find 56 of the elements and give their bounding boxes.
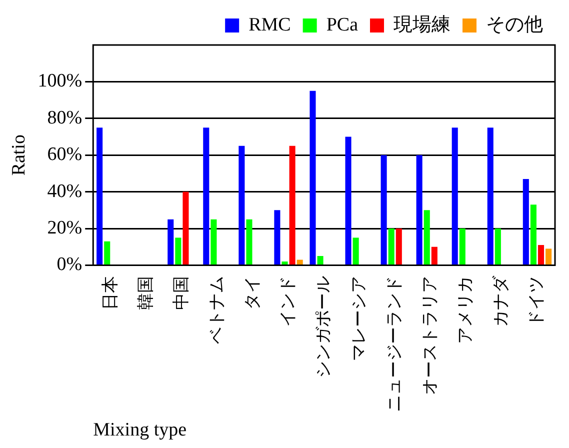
x-tick-label: ベトナム bbox=[206, 276, 226, 344]
y-tick-label: 20% bbox=[47, 217, 82, 238]
x-tick-label: ドイツ bbox=[526, 276, 546, 328]
x-tick-label: 中国 bbox=[171, 276, 190, 310]
bar bbox=[289, 146, 296, 264]
bar bbox=[459, 228, 466, 264]
x-tick-label: シンガポール bbox=[314, 276, 333, 378]
x-tick-label: オーストラリア bbox=[420, 276, 440, 396]
legend-label: その他 bbox=[486, 14, 543, 36]
x-tick-label: アメリカ bbox=[456, 276, 475, 344]
x-tick-label: 日本 bbox=[100, 276, 120, 310]
bar bbox=[494, 228, 501, 264]
bar bbox=[431, 246, 438, 264]
y-tick-label: 100% bbox=[38, 70, 82, 92]
bar bbox=[238, 146, 245, 264]
bar bbox=[416, 155, 422, 264]
y-tick-label: 80% bbox=[47, 107, 82, 128]
bar bbox=[352, 238, 359, 264]
x-tick-label: ニュージーランド bbox=[384, 276, 404, 412]
bar bbox=[452, 128, 458, 264]
y-axis-title: Ratio bbox=[8, 134, 30, 176]
x-tick-label: マレーシア bbox=[349, 276, 368, 362]
bar bbox=[182, 192, 189, 264]
bar bbox=[388, 228, 394, 264]
bar bbox=[246, 219, 252, 264]
bar bbox=[530, 204, 536, 264]
bar bbox=[310, 90, 316, 264]
bar bbox=[274, 210, 280, 264]
x-tick-label: カナダ bbox=[491, 275, 510, 328]
bar bbox=[345, 136, 352, 264]
bar bbox=[487, 128, 494, 264]
bar bbox=[282, 262, 288, 264]
bar bbox=[104, 241, 110, 264]
y-tick-label: 40% bbox=[47, 180, 82, 202]
bar bbox=[175, 238, 182, 264]
legend-label: 現場練 bbox=[394, 14, 450, 36]
y-tick-label: 0% bbox=[56, 254, 82, 276]
bar bbox=[380, 155, 387, 264]
bar bbox=[317, 256, 324, 264]
bar bbox=[522, 178, 529, 264]
bar bbox=[396, 228, 402, 264]
bar bbox=[424, 210, 430, 264]
bar bbox=[538, 245, 544, 264]
bar bbox=[168, 219, 174, 264]
x-axis-title: Mixing type bbox=[93, 420, 187, 441]
bar bbox=[203, 128, 210, 264]
x-tick-label: 韓国 bbox=[136, 276, 155, 310]
bar bbox=[296, 260, 303, 264]
bar bbox=[96, 128, 103, 264]
x-tick-label: タイ bbox=[242, 276, 262, 310]
legend-label: RMC bbox=[248, 14, 291, 36]
bar bbox=[546, 248, 552, 264]
legend-label: PCa bbox=[326, 14, 359, 36]
bar bbox=[210, 219, 217, 264]
y-tick-label: 60% bbox=[47, 144, 82, 166]
x-tick-label: インド bbox=[278, 276, 298, 328]
